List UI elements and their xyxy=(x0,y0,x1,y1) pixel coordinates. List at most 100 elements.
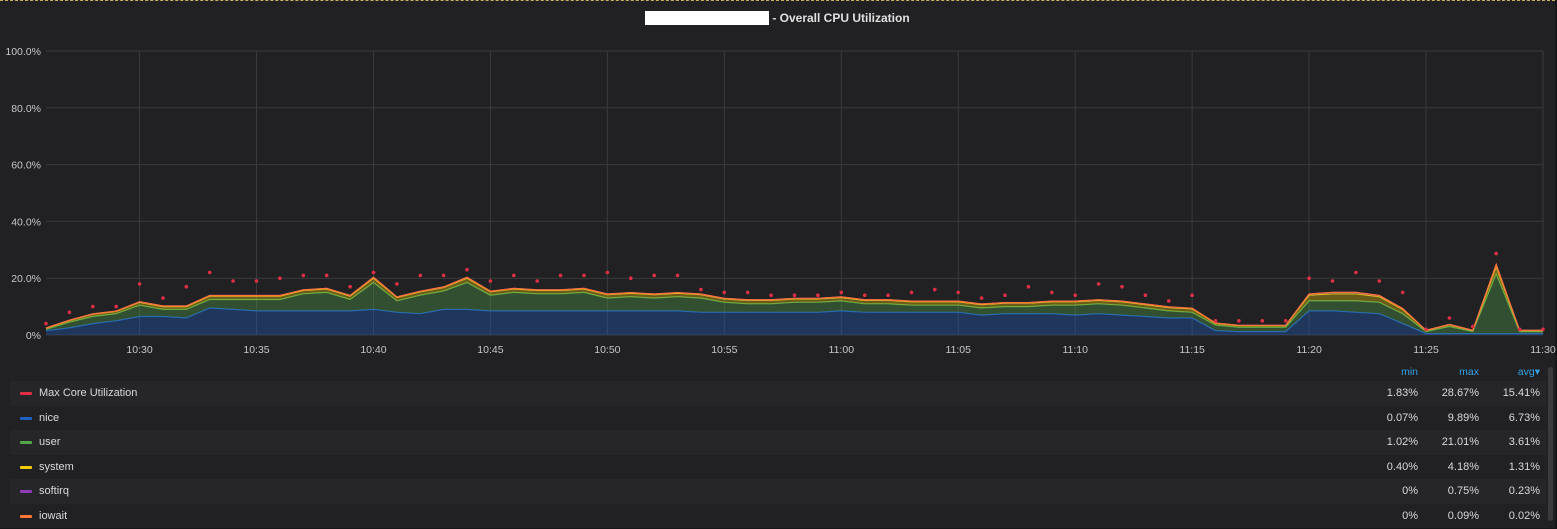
point-max-core-utilization[interactable] xyxy=(1354,270,1358,275)
point-max-core-utilization[interactable] xyxy=(1143,293,1148,298)
point-max-core-utilization[interactable] xyxy=(886,293,890,298)
legend-header-avg[interactable]: avg▾ xyxy=(1517,366,1540,378)
point-max-core-utilization[interactable] xyxy=(1167,299,1171,303)
cpu-utilization-chart[interactable]: 0% 20.0% 40.0% 60.0% 80.0% 100.0% 10:30 10:35 10… xyxy=(0,35,1557,365)
point-max-core-utilization[interactable] xyxy=(512,273,516,278)
point-max-core-utilization[interactable] xyxy=(1447,316,1452,320)
series-color-swatch[interactable] xyxy=(20,490,32,494)
series-color-swatch[interactable] xyxy=(20,416,32,420)
legend-row[interactable]: Max Core Utilization 1.83% 28.67% 15.41% xyxy=(10,381,1546,406)
point-max-core-utilization[interactable] xyxy=(441,273,446,278)
point-max-core-utilization[interactable] xyxy=(1026,284,1031,289)
point-max-core-utilization[interactable] xyxy=(956,290,960,295)
legend-series-name[interactable]: system xyxy=(39,460,74,473)
point-max-core-utilization[interactable] xyxy=(371,270,376,275)
point-max-core-utilization[interactable] xyxy=(161,296,165,300)
point-max-core-utilization[interactable] xyxy=(745,290,750,295)
line-user[interactable] xyxy=(45,272,1543,333)
point-max-core-utilization[interactable] xyxy=(1494,251,1498,256)
point-max-core-utilization[interactable] xyxy=(91,304,95,309)
point-max-core-utilization[interactable] xyxy=(839,290,844,295)
point-max-core-utilization[interactable] xyxy=(278,276,282,280)
point-max-core-utilization[interactable] xyxy=(1073,293,1077,298)
series-color-swatch[interactable] xyxy=(20,441,32,445)
legend-header-min[interactable]: min xyxy=(1401,366,1418,378)
line-nice[interactable] xyxy=(45,307,1543,335)
point-max-core-utilization[interactable] xyxy=(465,267,469,272)
area-user[interactable] xyxy=(46,273,1543,334)
point-max-core-utilization[interactable] xyxy=(1237,319,1241,323)
legend-avg-value: 0.02% xyxy=(1508,509,1540,522)
point-max-core-utilization[interactable] xyxy=(769,293,773,298)
point-max-core-utilization[interactable] xyxy=(1377,279,1382,283)
point-max-core-utilization[interactable] xyxy=(605,270,610,275)
legend-series-name[interactable]: iowait xyxy=(39,509,68,522)
legend-series-name[interactable]: nice xyxy=(39,411,60,424)
point-max-core-utilization[interactable] xyxy=(1120,284,1124,289)
point-max-core-utilization[interactable] xyxy=(1190,293,1194,298)
legend-header: min max avg▾ xyxy=(10,363,1546,381)
point-max-core-utilization[interactable] xyxy=(652,273,656,278)
x-tick-label: 10:45 xyxy=(477,344,503,356)
legend-rows: Max Core Utilization 1.83% 28.67% 15.41% nic… xyxy=(10,381,1546,529)
point-max-core-utilization[interactable] xyxy=(231,279,235,283)
point-max-core-utilization[interactable] xyxy=(254,279,259,283)
point-max-core-utilization[interactable] xyxy=(1096,282,1101,286)
point-max-core-utilization[interactable] xyxy=(348,284,352,289)
panel-title[interactable]: - Overall CPU Utilization xyxy=(0,11,1555,25)
point-max-core-utilization[interactable] xyxy=(792,293,797,298)
point-max-core-utilization[interactable] xyxy=(301,273,306,278)
point-max-core-utilization[interactable] xyxy=(1424,327,1428,332)
legend-header-max[interactable]: max xyxy=(1459,366,1479,378)
point-max-core-utilization[interactable] xyxy=(137,282,142,286)
point-max-core-utilization[interactable] xyxy=(535,279,539,283)
point-max-core-utilization[interactable] xyxy=(114,304,118,309)
point-max-core-utilization[interactable] xyxy=(582,273,586,278)
point-max-core-utilization[interactable] xyxy=(722,290,727,295)
point-max-core-utilization[interactable] xyxy=(979,296,984,300)
point-max-core-utilization[interactable] xyxy=(488,279,493,283)
point-max-core-utilization[interactable] xyxy=(1471,324,1475,329)
point-max-core-utilization[interactable] xyxy=(1283,319,1288,323)
series-color-swatch[interactable] xyxy=(20,392,32,395)
point-max-core-utilization[interactable] xyxy=(44,321,48,326)
legend-row[interactable]: iowait 0% 0.09% 0.02% xyxy=(10,504,1546,529)
point-max-core-utilization[interactable] xyxy=(1330,279,1335,283)
point-max-core-utilization[interactable] xyxy=(184,284,189,289)
point-max-core-utilization[interactable] xyxy=(699,287,703,292)
point-max-core-utilization[interactable] xyxy=(1003,293,1007,298)
point-max-core-utilization[interactable] xyxy=(418,273,423,278)
point-max-core-utilization[interactable] xyxy=(629,276,633,280)
point-max-core-utilization[interactable] xyxy=(1213,319,1218,323)
point-max-core-utilization[interactable] xyxy=(67,310,72,315)
point-max-core-utilization[interactable] xyxy=(816,293,820,298)
legend-scrollbar[interactable] xyxy=(1548,367,1553,521)
point-max-core-utilization[interactable] xyxy=(933,287,937,292)
point-max-core-utilization[interactable] xyxy=(1050,290,1054,295)
point-max-core-utilization[interactable] xyxy=(1260,319,1265,323)
point-max-core-utilization[interactable] xyxy=(395,282,399,286)
point-max-core-utilization[interactable] xyxy=(909,290,914,295)
point-max-core-utilization[interactable] xyxy=(207,270,212,275)
legend-series-name[interactable]: Max Core Utilization xyxy=(39,387,138,399)
legend-row[interactable]: softirq 0% 0.75% 0.23% xyxy=(10,479,1546,504)
legend-series-name[interactable]: user xyxy=(39,436,61,449)
point-max-core-utilization[interactable] xyxy=(558,273,563,278)
legend-row[interactable]: system 0.40% 4.18% 1.31% xyxy=(10,455,1546,480)
series-color-swatch[interactable] xyxy=(20,465,32,469)
point-max-core-utilization[interactable] xyxy=(1400,290,1405,295)
legend-avg-value: 0.23% xyxy=(1508,485,1540,498)
legend-row[interactable]: nice 0.07% 9.89% 6.73% xyxy=(10,406,1546,431)
point-max-core-utilization[interactable] xyxy=(1517,327,1522,332)
point-max-core-utilization[interactable] xyxy=(324,273,329,278)
point-max-core-utilization[interactable] xyxy=(1541,327,1545,332)
point-max-core-utilization[interactable] xyxy=(1307,276,1311,280)
legend-series-name[interactable]: softirq xyxy=(39,485,69,498)
y-tick-label: 80.0% xyxy=(11,103,41,115)
line-iowait[interactable] xyxy=(45,262,1543,332)
point-max-core-utilization[interactable] xyxy=(862,293,867,298)
area-nice[interactable] xyxy=(46,308,1543,335)
point-max-core-utilization[interactable] xyxy=(675,273,680,278)
legend-row[interactable]: user 1.02% 21.01% 3.61% xyxy=(10,430,1546,455)
series-color-swatch[interactable] xyxy=(20,514,32,518)
